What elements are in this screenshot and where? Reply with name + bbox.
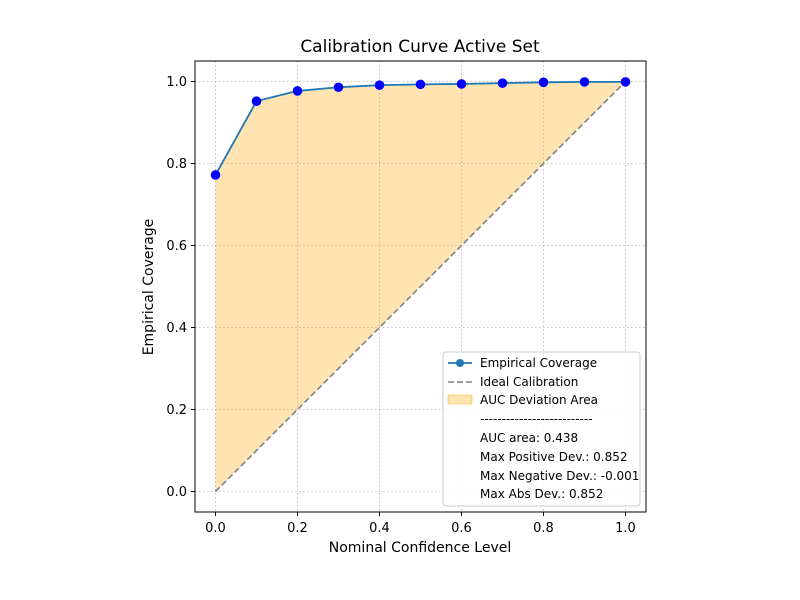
ideal-calibration-line [214,80,627,493]
empirical-coverage-points [210,77,631,180]
legend-empirical-label: Empirical Coverage [480,356,597,370]
empirical-coverage-point [333,82,344,93]
legend-max-negative: Max Negative Dev.: -0.001 [480,469,639,483]
empirical-coverage-point [251,96,262,106]
empirical-coverage-point [538,77,549,88]
empirical-coverage-point [579,77,590,87]
x-tick-label: 0.0 [205,521,226,536]
legend: Empirical Coverage Ideal Calibration AUC… [442,351,641,507]
grid [195,61,646,512]
x-tick-label: 1.0 [615,521,636,536]
x-axis-ticks: 0.0 0.2 0.4 0.6 0.8 1.0 [205,512,636,536]
y-tick-label: 1.0 [166,75,187,90]
empirical-coverage-point [620,77,631,87]
y-tick-label: 0.6 [166,239,187,254]
plot-frame [194,60,647,513]
empirical-coverage-point [415,79,426,90]
x-axis-label: Nominal Confidence Level [329,540,511,556]
x-tick-label: 0.8 [533,521,554,536]
x-tick-label: 0.6 [451,521,472,536]
legend-box [442,351,641,507]
chart-title: Calibration Curve Active Set [300,37,540,57]
y-tick-label: 0.0 [166,485,187,500]
empirical-coverage-point [210,170,221,180]
y-tick-label: 0.2 [166,403,187,418]
empirical-coverage-point [292,86,303,96]
y-axis-label: Empirical Coverage [141,219,157,356]
legend-auc-swatch [447,394,473,405]
y-tick-label: 0.4 [166,321,187,336]
x-tick-label: 0.2 [287,521,308,536]
empirical-coverage-point [497,78,508,88]
empirical-coverage-point [456,79,467,89]
legend-max-abs: Max Abs Dev.: 0.852 [480,487,603,501]
legend-max-positive: Max Positive Dev.: 0.852 [480,450,628,464]
x-tick-label: 0.4 [369,521,390,536]
legend-auc-area: AUC area: 0.438 [480,431,578,445]
y-axis-ticks: 0.0 0.2 0.4 0.6 0.8 1.0 [166,75,195,500]
legend-auc-label: AUC Deviation Area [480,393,598,407]
empirical-coverage-point [374,80,385,90]
legend-separator: -------------------------- [480,412,593,426]
legend-empirical-marker [456,359,464,367]
y-tick-label: 0.8 [166,157,187,172]
legend-ideal-label: Ideal Calibration [480,375,578,389]
